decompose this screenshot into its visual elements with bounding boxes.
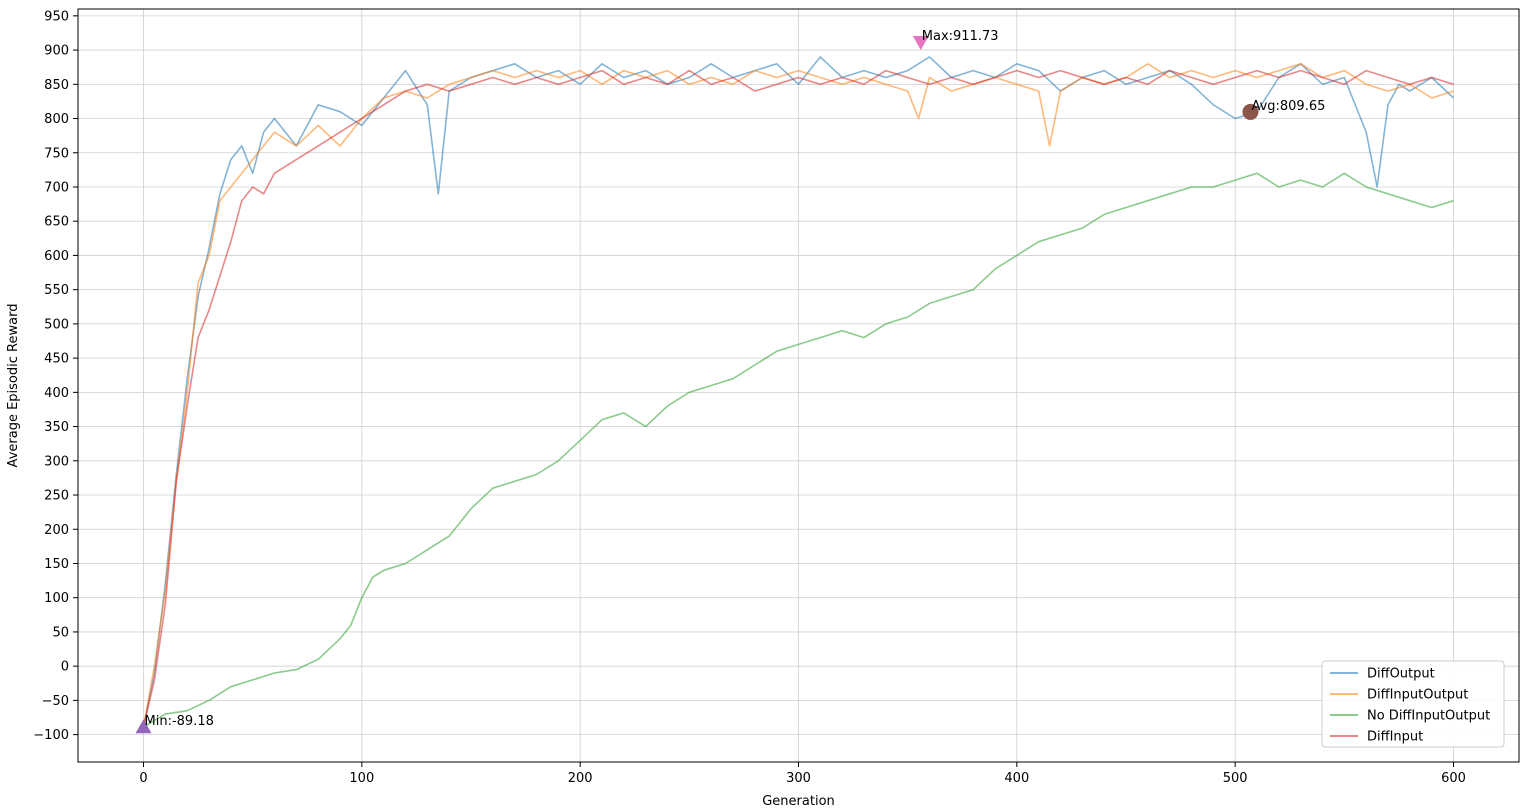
x-tick-label: 500: [1223, 771, 1248, 786]
y-tick-label: 950: [44, 9, 69, 24]
legend-box: [1321, 660, 1505, 748]
annotation-marker-0: [135, 719, 152, 734]
y-tick-label: 400: [44, 386, 69, 401]
y-tick-label: 900: [44, 44, 69, 59]
legend-label-2: No DiffInputOutput: [1367, 709, 1490, 724]
y-tick-label: 800: [44, 112, 69, 127]
y-tick-label: 650: [44, 215, 69, 230]
y-tick-label: 250: [44, 489, 69, 504]
y-tick-label: 850: [44, 78, 69, 93]
y-tick-label: 200: [44, 523, 69, 538]
series-lines: [142, 56, 1455, 728]
y-tick-label: 700: [44, 180, 69, 195]
x-tick-label: 600: [1441, 771, 1466, 786]
y-tick-label: 50: [52, 625, 69, 640]
series-line-1: [142, 62, 1454, 728]
grid: [78, 9, 1519, 762]
y-tick-label: 550: [44, 283, 69, 298]
annotation-label-0: Min:-89.18: [145, 714, 214, 729]
x-axis-label: Generation: [762, 794, 835, 809]
annotations: Min:-89.18 Max:911.73 Avg:809.65: [135, 29, 1325, 734]
y-axis-label: Average Episodic Reward: [6, 304, 21, 468]
y-tick-label: 100: [44, 591, 69, 606]
y-tick-label: 500: [44, 317, 69, 332]
y-axis-ticks: −100 −50 0 50 100 150 200 250 300 350 400 450 500 550…: [33, 9, 78, 743]
x-tick-label: 300: [786, 771, 811, 786]
annotation-label-2: Avg:809.65: [1251, 99, 1325, 114]
series-line-3: [142, 69, 1454, 728]
annotation-marker-1: [912, 36, 929, 51]
y-tick-label: 450: [44, 352, 69, 367]
legend-label-3: DiffInput: [1367, 730, 1423, 745]
y-tick-label: 600: [44, 249, 69, 264]
legend-label-1: DiffInputOutput: [1367, 688, 1468, 703]
y-tick-label: 350: [44, 420, 69, 435]
legend-label-0: DiffOutput: [1367, 667, 1435, 682]
y-tick-label: −50: [42, 694, 69, 709]
x-axis-ticks: 0 100 200 300 400 500 600: [139, 762, 1466, 786]
annotation-marker-2: [1242, 103, 1259, 120]
x-tick-label: 0: [139, 771, 147, 786]
y-tick-label: 0: [61, 660, 69, 675]
annotation-label-1: Max:911.73: [922, 29, 999, 44]
x-tick-label: 400: [1004, 771, 1029, 786]
y-tick-label: 300: [44, 454, 69, 469]
series-line-2: [143, 172, 1454, 728]
y-tick-label: −100: [33, 728, 69, 743]
x-tick-label: 200: [568, 771, 593, 786]
y-tick-label: 150: [44, 557, 69, 572]
legend: DiffOutput DiffInputOutput No DiffInputOut…: [1321, 660, 1505, 748]
x-tick-label: 100: [349, 771, 374, 786]
y-tick-label: 750: [44, 146, 69, 161]
